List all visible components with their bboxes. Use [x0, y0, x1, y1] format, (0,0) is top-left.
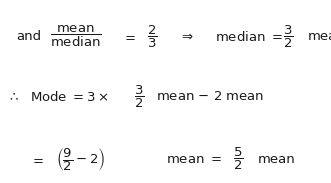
Text: $\dfrac{3}{2}$: $\dfrac{3}{2}$: [283, 24, 293, 50]
Text: mean: mean: [258, 153, 296, 166]
Text: mean $-$ 2 mean: mean $-$ 2 mean: [156, 90, 264, 104]
Text: mean: mean: [308, 30, 331, 43]
Text: $\dfrac{3}{2}$: $\dfrac{3}{2}$: [134, 84, 144, 110]
Text: $\dfrac{2}{3}$: $\dfrac{2}{3}$: [147, 24, 158, 50]
Text: $=$: $=$: [122, 30, 137, 43]
Text: mean $=$: mean $=$: [166, 153, 221, 166]
Text: Mode $= 3 \times$: Mode $= 3 \times$: [30, 90, 109, 104]
Text: $\dfrac{\mathrm{mean}}{\mathrm{median}}$: $\dfrac{\mathrm{mean}}{\mathrm{median}}$: [50, 24, 102, 49]
Text: median $=$: median $=$: [215, 30, 283, 44]
Text: $=$: $=$: [30, 153, 44, 166]
Text: $\dfrac{5}{2}$: $\dfrac{5}{2}$: [233, 146, 244, 172]
Text: $\Rightarrow$: $\Rightarrow$: [179, 30, 194, 43]
Text: $\therefore$: $\therefore$: [7, 90, 19, 104]
Text: $\left(\dfrac{9}{2}-2\right)$: $\left(\dfrac{9}{2}-2\right)$: [56, 146, 106, 173]
Text: and: and: [17, 30, 42, 43]
